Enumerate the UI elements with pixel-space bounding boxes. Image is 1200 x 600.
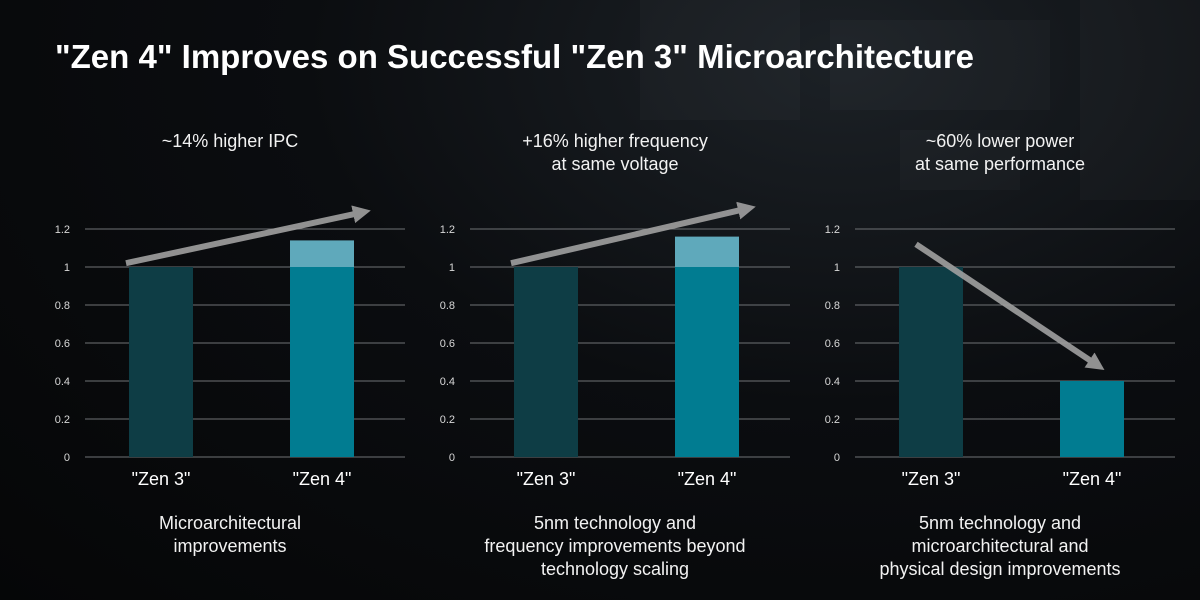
headline-line: +16% higher frequency bbox=[522, 131, 708, 151]
y-tick-label: 0.2 bbox=[55, 414, 70, 426]
panel-headline: +16% higher frequency at same voltage bbox=[415, 130, 815, 176]
y-tick-label: 1 bbox=[834, 262, 840, 274]
y-tick-label: 0.6 bbox=[825, 338, 840, 350]
bar-improvement-segment bbox=[675, 236, 739, 267]
headline-line: at same voltage bbox=[551, 154, 679, 174]
bar-improvement-segment bbox=[290, 240, 354, 267]
y-tick-label: 0.6 bbox=[55, 338, 70, 350]
x-category-label: "Zen 4" bbox=[293, 469, 352, 489]
bar-zen4 bbox=[1060, 381, 1124, 457]
caption-line: improvements bbox=[173, 536, 287, 556]
y-tick-label: 0.6 bbox=[440, 338, 455, 350]
y-tick-label: 0.2 bbox=[440, 414, 455, 426]
power-panel: ~60% lower power at same performance 0 0.… bbox=[800, 130, 1200, 600]
x-category-label: "Zen 3" bbox=[902, 469, 961, 489]
y-tick-label: 0 bbox=[834, 452, 840, 464]
slide-title: "Zen 4" Improves on Successful "Zen 3" M… bbox=[55, 38, 975, 75]
caption-line: Microarchitectural bbox=[158, 513, 302, 533]
y-tick-label: 0.2 bbox=[825, 414, 840, 426]
y-tick-label: 0.8 bbox=[825, 300, 840, 312]
x-category-label: "Zen 3" bbox=[132, 469, 191, 489]
x-category-label: "Zen 3" bbox=[517, 469, 576, 489]
ipc-panel: ~14% higher IPC 0 0.2 0.4 0.6 0.8 1 1.2 "Zen 3"… bbox=[30, 130, 430, 600]
caption-line: physical design improvements bbox=[879, 559, 1121, 579]
y-tick-label: 0.8 bbox=[55, 300, 70, 312]
frequency-chart: 0 0.2 0.4 0.6 0.8 1 1.2 "Zen 3" "Zen 4" bbox=[440, 201, 790, 489]
headline-line: ~60% lower power bbox=[925, 131, 1075, 151]
x-category-label: "Zen 4" bbox=[678, 469, 737, 489]
bar-zen3 bbox=[514, 267, 578, 457]
panel-caption: 5nm technology and frequency improvement… bbox=[415, 512, 815, 581]
bar-zen3 bbox=[129, 267, 193, 457]
headline-line: at same performance bbox=[914, 154, 1086, 174]
y-tick-label: 0.4 bbox=[55, 376, 70, 388]
y-tick-label: 0 bbox=[449, 452, 455, 464]
x-category-label: "Zen 4" bbox=[1063, 469, 1122, 489]
caption-line: microarchitectural and bbox=[911, 536, 1089, 556]
y-tick-label: 0 bbox=[64, 452, 70, 464]
ipc-chart: 0 0.2 0.4 0.6 0.8 1 1.2 "Zen 3" "Zen 4" bbox=[55, 205, 405, 489]
headline-line: ~14% higher IPC bbox=[161, 131, 299, 151]
panel-headline: ~60% lower power at same performance bbox=[800, 130, 1200, 176]
y-tick-label: 0.4 bbox=[440, 376, 455, 388]
panel-caption: 5nm technology and microarchitectural an… bbox=[800, 512, 1200, 581]
y-tick-label: 0.4 bbox=[825, 376, 840, 388]
panel-caption: Microarchitectural improvements bbox=[30, 512, 430, 558]
bar-zen4 bbox=[290, 267, 354, 457]
panel-headline: ~14% higher IPC bbox=[30, 130, 430, 153]
bar-zen4 bbox=[675, 267, 739, 457]
caption-line: 5nm technology and bbox=[533, 513, 697, 533]
bar-zen3 bbox=[899, 267, 963, 457]
power-chart: 0 0.2 0.4 0.6 0.8 1 1.2 "Zen 3" "Zen 4" bbox=[825, 224, 1175, 489]
y-tick-label: 1 bbox=[449, 262, 455, 274]
caption-line: frequency improvements beyond bbox=[484, 536, 746, 556]
y-tick-label: 0.8 bbox=[440, 300, 455, 312]
y-tick-label: 1.2 bbox=[440, 224, 455, 236]
caption-line: technology scaling bbox=[540, 559, 690, 579]
y-tick-label: 1.2 bbox=[55, 224, 70, 236]
trend-arrow bbox=[914, 241, 1105, 370]
caption-line: 5nm technology and bbox=[918, 513, 1082, 533]
y-tick-label: 1 bbox=[64, 262, 70, 274]
trend-arrow bbox=[510, 201, 756, 267]
y-tick-label: 1.2 bbox=[825, 224, 840, 236]
trend-arrow bbox=[125, 205, 371, 267]
